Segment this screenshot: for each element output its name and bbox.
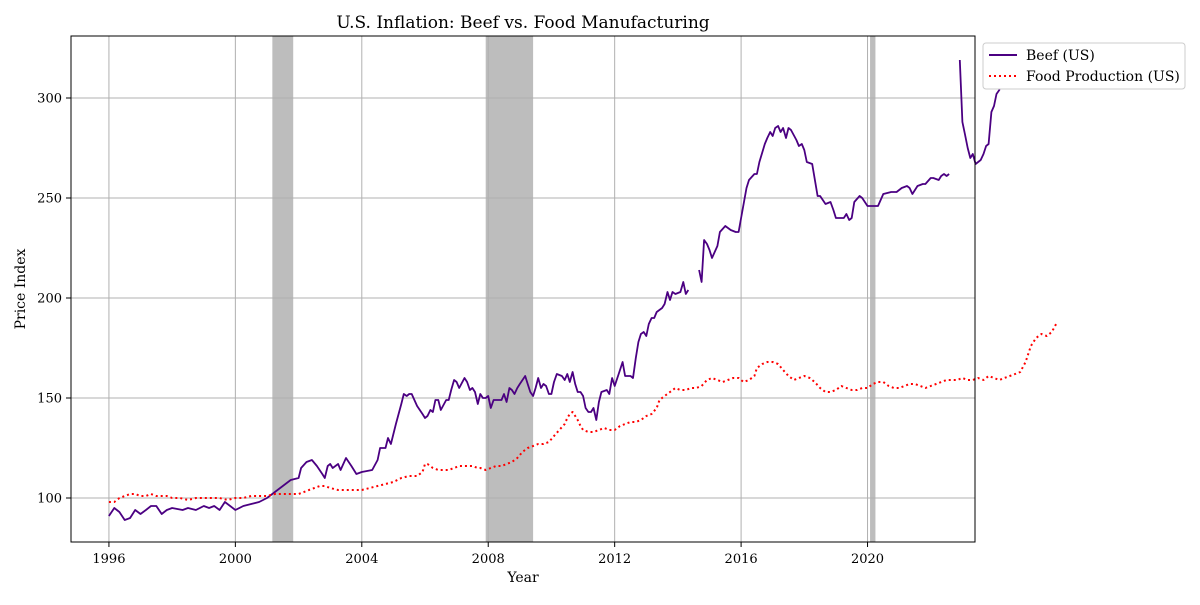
- legend-box: [982, 42, 1186, 90]
- legend-label-beef: Beef (US): [1026, 48, 1095, 64]
- y-tick-label: 100: [37, 492, 62, 507]
- y-tick-label: 200: [37, 292, 62, 307]
- recession-bands: [272, 36, 876, 542]
- recession-band: [485, 36, 534, 542]
- series-lines: [108, 59, 1059, 521]
- x-axis-ticks: 1996 2000 2004 2008 2012 2016 2020: [92, 542, 884, 567]
- legend: Beef (US) Food Production (US): [982, 42, 1186, 90]
- y-tick-label: 300: [37, 92, 62, 107]
- y-tick-label: 250: [37, 192, 62, 207]
- legend-label-food-production: Food Production (US): [1026, 69, 1180, 85]
- x-tick-label: 1996: [92, 552, 125, 567]
- x-tick-label: 2004: [345, 552, 378, 567]
- recession-band: [272, 36, 294, 542]
- x-tick-label: 2012: [598, 552, 631, 567]
- x-axis-label: Year: [506, 570, 539, 586]
- x-tick-label: 2008: [472, 552, 505, 567]
- y-axis-label: Price Index: [13, 248, 29, 329]
- x-tick-label: 2020: [851, 552, 884, 567]
- x-tick-label: 2000: [219, 552, 252, 567]
- y-tick-label: 150: [37, 392, 62, 407]
- series-line-food-production: [108, 321, 1059, 503]
- series-line-beef: [108, 59, 1014, 521]
- chart-title: U.S. Inflation: Beef vs. Food Manufactur…: [336, 13, 709, 33]
- recession-band: [870, 36, 876, 542]
- y-axis-ticks: 100 150 200 250 300: [37, 92, 71, 507]
- plot-frame: [70, 35, 976, 543]
- x-tick-label: 2016: [725, 552, 758, 567]
- grid-lines: [71, 36, 975, 542]
